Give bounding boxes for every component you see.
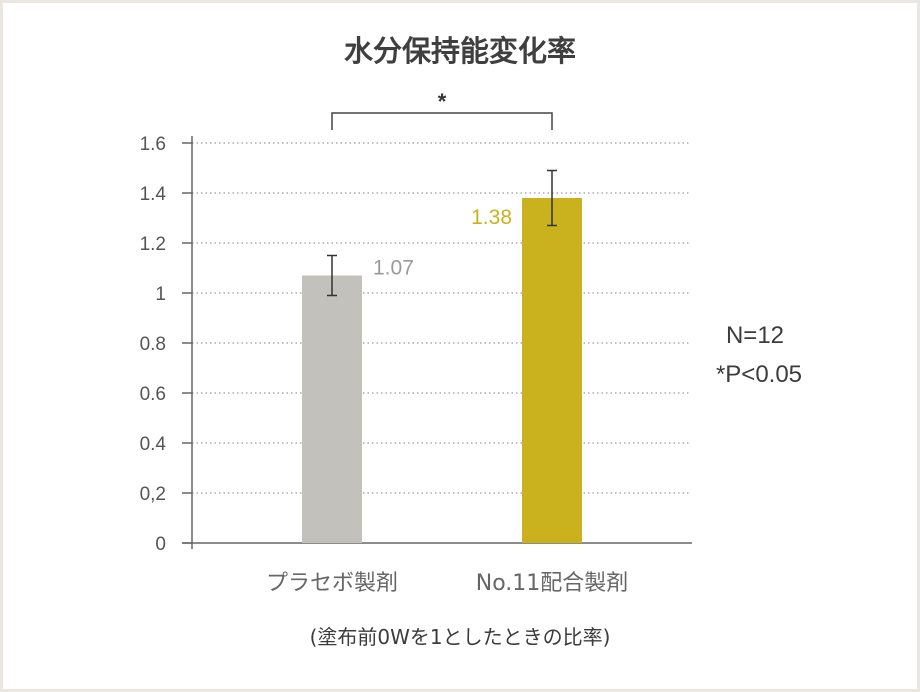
grid-lines (192, 142, 690, 494)
data-label: 1.07 (373, 257, 414, 280)
y-tick-label: 0,2 (140, 484, 166, 505)
category-labels: プラセボ製剤 No.11配合製剤 (266, 571, 628, 596)
category-label: プラセボ製剤 (266, 571, 398, 596)
y-tick-label: 0.6 (140, 384, 166, 405)
y-tick-label: 0.8 (140, 334, 166, 355)
significance-marker: * (438, 89, 447, 114)
p-value-note: *P<0.05 (716, 361, 802, 388)
chart-title: 水分保持能変化率 (344, 34, 576, 68)
significance-line (331, 112, 553, 130)
y-tick-label: 1.6 (140, 134, 166, 155)
y-tick-labels: 0 0,2 0.4 0.6 0.8 1 1.2 1.4 1.6 (140, 134, 192, 555)
data-label: 1.38 (471, 206, 512, 229)
sample-size-note: N=12 (726, 322, 784, 349)
y-tick-label: 0 (155, 534, 166, 555)
bars: 1.07 1.38 (302, 169, 582, 543)
bar (522, 198, 582, 543)
y-tick-label: 1 (155, 284, 166, 305)
y-tick-label: 0.4 (140, 434, 167, 455)
x-axis-note: (塗布前0Wを1としたときの比率) (310, 625, 611, 649)
y-tick-label: 1.2 (140, 234, 166, 255)
significance-bracket: * (331, 89, 553, 130)
y-tick-label: 1.4 (140, 184, 167, 205)
category-label: No.11配合製剤 (476, 571, 629, 596)
chart-frame (3, 3, 917, 689)
bar (302, 275, 362, 543)
